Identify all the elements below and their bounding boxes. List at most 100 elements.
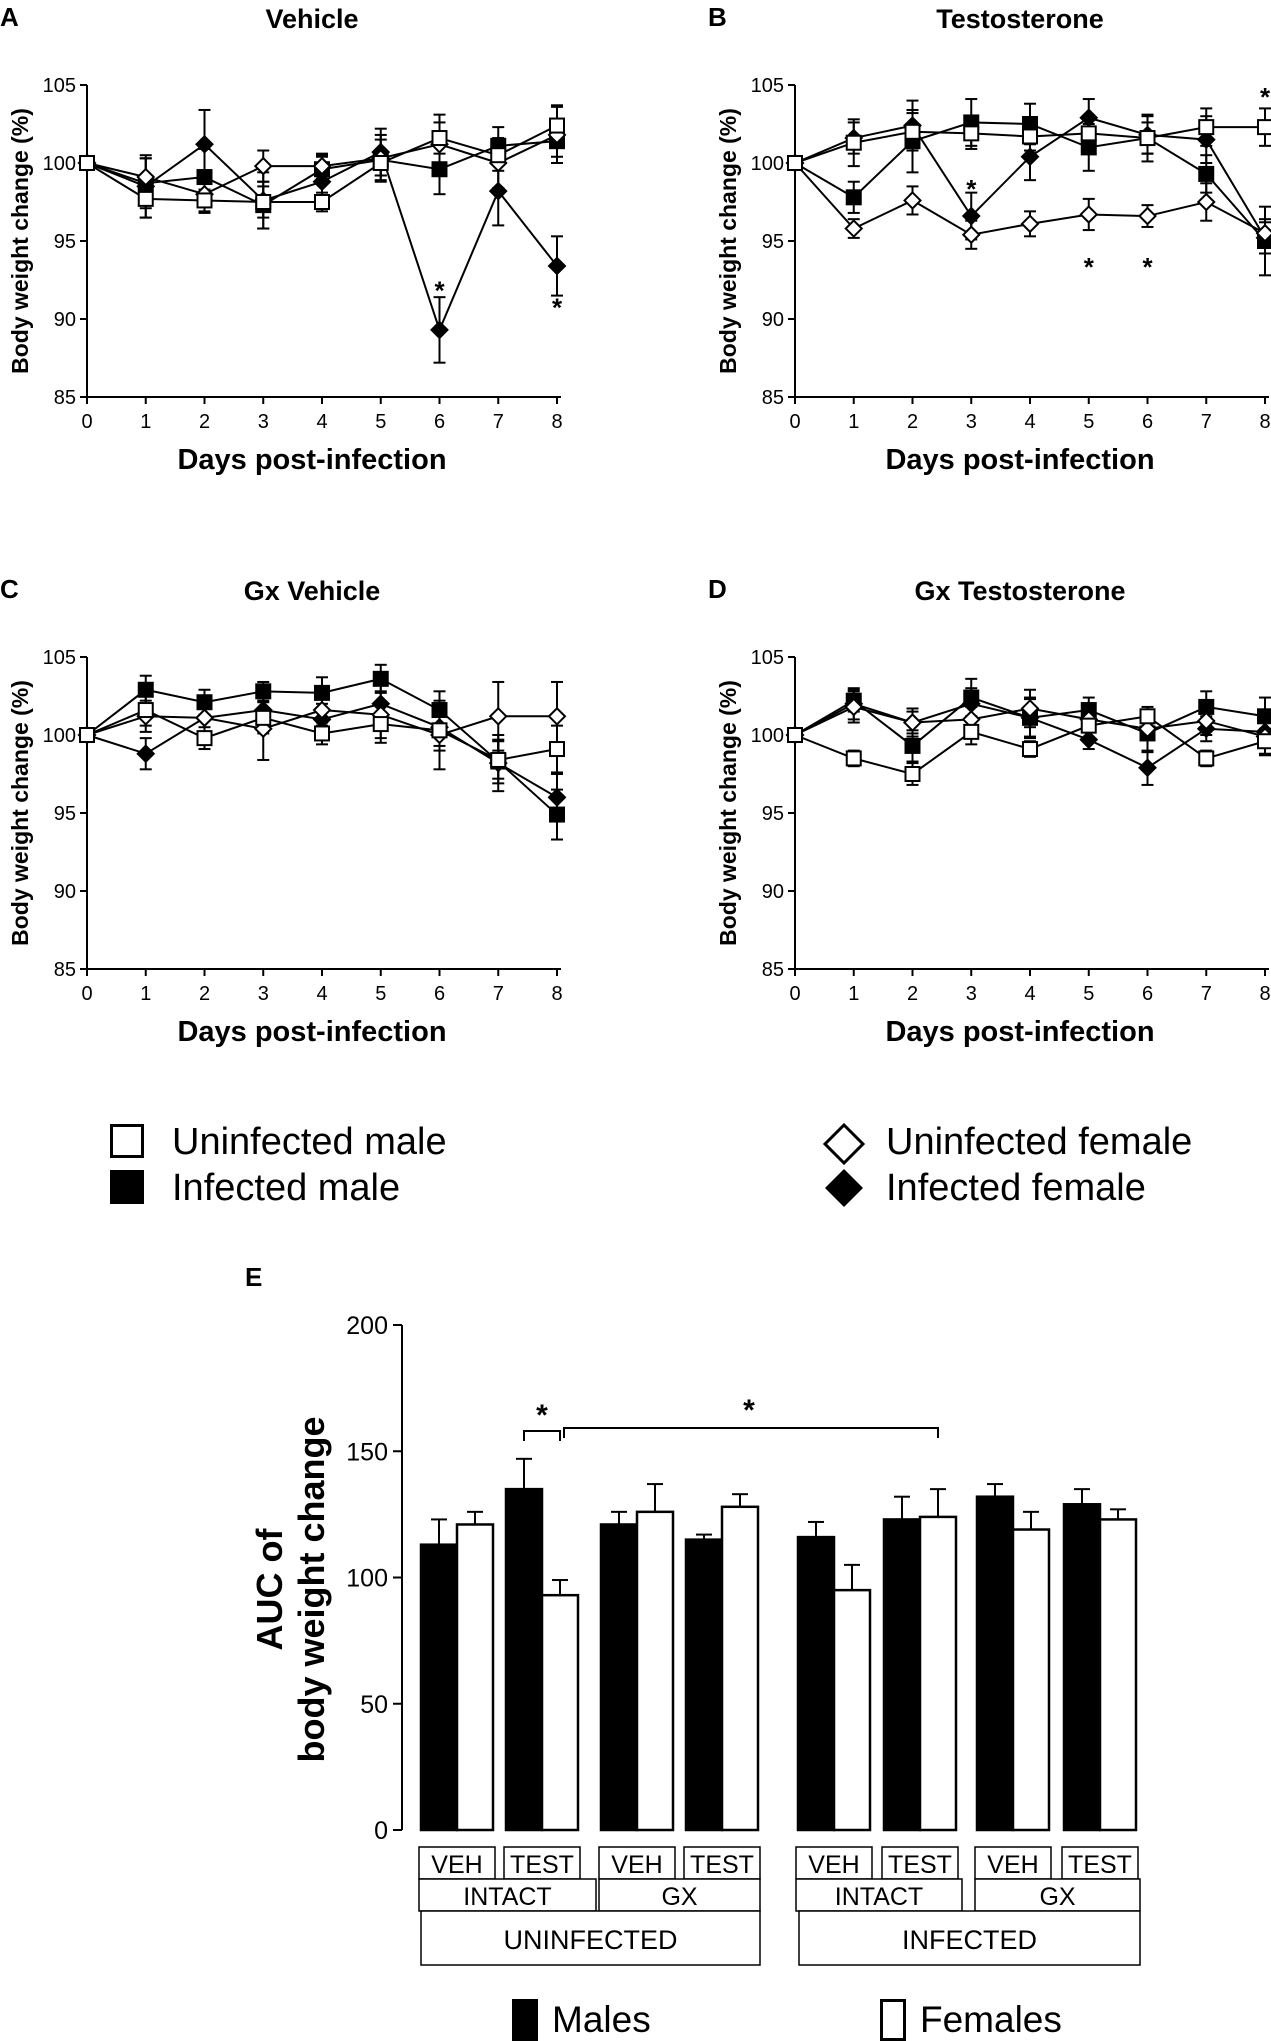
data-point-uninfected-male <box>549 117 565 134</box>
x-tick-label: 2 <box>199 983 210 1005</box>
data-point-uninfected-female <box>1255 223 1271 243</box>
data-point-uninfected-male <box>904 123 921 140</box>
data-point-uninfected-male <box>490 147 507 164</box>
y-axis-label: Body weight change (%) <box>715 680 741 946</box>
data-point-infected-male <box>196 694 213 711</box>
x-tick-label: 0 <box>789 983 800 1005</box>
x-tick-label: 5 <box>375 411 386 433</box>
treatment-box <box>795 1846 873 1880</box>
data-point-uninfected-male <box>314 725 330 742</box>
data-point-uninfected-male <box>1257 733 1271 750</box>
legend-label-uninfected-female: Uninfected female <box>886 1121 1193 1163</box>
bar-uninfected-intact-veh-males <box>419 1543 459 1832</box>
data-point-uninfected-male <box>196 730 213 747</box>
x-tick-label: 7 <box>1201 411 1212 433</box>
y-tick-label: 95 <box>54 231 76 253</box>
x-tick-label: 8 <box>551 983 562 1005</box>
data-point-infected-female <box>136 744 156 764</box>
data-point-uninfected-female <box>1079 205 1099 224</box>
surgery-box <box>974 1878 1141 1912</box>
surgery-box <box>418 1878 597 1912</box>
data-point-uninfected-male <box>196 192 213 209</box>
data-point-uninfected-male <box>137 702 154 719</box>
surgery-label-intact: INTACT <box>835 1883 923 1911</box>
data-point-infected-female <box>961 206 981 226</box>
y-tick-label: 95 <box>54 803 76 825</box>
data-point-uninfected-male <box>845 134 862 151</box>
panel-letter-d: D <box>708 574 727 604</box>
y-axis-label: Body weight change (%) <box>7 108 33 374</box>
legend-label-infected-male: Infected male <box>172 1167 401 1209</box>
treatment-box <box>683 1846 761 1880</box>
data-point-infected-female <box>1138 758 1157 778</box>
data-point-infected-male <box>1080 139 1097 156</box>
surgery-box <box>795 1878 963 1912</box>
data-point-uninfected-male <box>963 723 980 740</box>
x-tick-label: 6 <box>1142 983 1153 1005</box>
data-point-infected-male <box>431 161 448 178</box>
x-tick-label: 8 <box>1259 411 1270 433</box>
data-point-infected-male <box>1257 708 1271 725</box>
x-tick-label: 4 <box>316 983 327 1005</box>
data-point-uninfected-male <box>1139 130 1156 147</box>
data-point-uninfected-female <box>903 191 922 210</box>
data-point-infected-female <box>1079 730 1099 750</box>
x-tick-label: 7 <box>493 411 504 433</box>
bar-uninfected-intact-test-females <box>540 1593 580 1832</box>
data-point-uninfected-male <box>1022 741 1038 758</box>
data-point-infected-male <box>904 737 921 754</box>
x-tick-label: 1 <box>848 411 859 433</box>
y-tick-label: 100 <box>751 153 784 175</box>
data-point-uninfected-female <box>1020 214 1040 234</box>
y-tick-label: 100 <box>43 725 76 747</box>
data-point-uninfected-male <box>372 716 389 733</box>
data-point-uninfected-male <box>1080 717 1097 734</box>
treatment-box <box>881 1846 959 1880</box>
y-tick-label: 105 <box>751 647 784 669</box>
data-point-uninfected-female <box>903 713 922 732</box>
infection-box <box>798 1910 1141 1966</box>
data-point-infected-female <box>1020 147 1040 167</box>
treatment-label-test: TEST <box>1068 1851 1132 1879</box>
significance-star: * <box>966 174 977 204</box>
y-tick-label: 85 <box>54 387 76 409</box>
data-point-infected-male <box>1198 165 1215 182</box>
data-point-uninfected-male <box>255 709 272 726</box>
bar-uninfected-intact-test-males <box>504 1487 544 1832</box>
significance-bracket-2 <box>563 1427 939 1438</box>
data-point-infected-female <box>547 256 567 276</box>
x-tick-label: 1 <box>140 983 151 1005</box>
x-tick-label: 2 <box>907 983 918 1005</box>
data-point-infected-male <box>372 670 389 687</box>
x-tick-label: 7 <box>1201 983 1212 1005</box>
y-tick-label: 105 <box>751 75 784 97</box>
legend-swatch-females <box>880 1999 906 2041</box>
x-tick-label: 1 <box>140 411 151 433</box>
data-point-infected-male <box>431 702 448 719</box>
x-tick-label: 2 <box>199 411 210 433</box>
data-point-uninfected-male <box>549 741 565 758</box>
treatment-label-veh: VEH <box>431 1851 482 1879</box>
panel-letter-e: E <box>245 1262 263 1292</box>
x-axis-label: Days post-infection <box>885 1016 1154 1048</box>
y-tick-label: 85 <box>762 387 784 409</box>
bar-infected-intact-veh-females <box>832 1588 872 1832</box>
significance-star-1: * <box>536 1399 548 1432</box>
significance-star: * <box>552 293 563 323</box>
data-point-uninfected-female <box>312 700 332 720</box>
data-point-infected-female <box>547 787 567 807</box>
x-tick-label: 6 <box>1142 411 1153 433</box>
y-tick-label: 105 <box>43 75 76 97</box>
significance-star: * <box>1142 252 1153 282</box>
data-point-uninfected-male <box>79 155 95 171</box>
infection-label-uninfected: UNINFECTED <box>504 1925 678 1955</box>
y-tick-label: 90 <box>54 309 76 331</box>
x-tick-label: 1 <box>848 983 859 1005</box>
bar-uninfected-gx-veh-females <box>635 1510 675 1832</box>
bar-uninfected-intact-veh-females <box>455 1523 495 1832</box>
bar-chart-auc: 0 50 100 150 200 AUC of body weight change VEH T… <box>249 1312 1141 1966</box>
x-tick-label: 3 <box>966 983 977 1005</box>
line-chart-vehicle: Vehicle 85 90 95 100 105 0 1 2 3 4 5 6 7 8 Days post-in… <box>7 4 567 476</box>
x-tick-label: 5 <box>375 983 386 1005</box>
bar-infected-intact-test-males <box>882 1518 922 1832</box>
